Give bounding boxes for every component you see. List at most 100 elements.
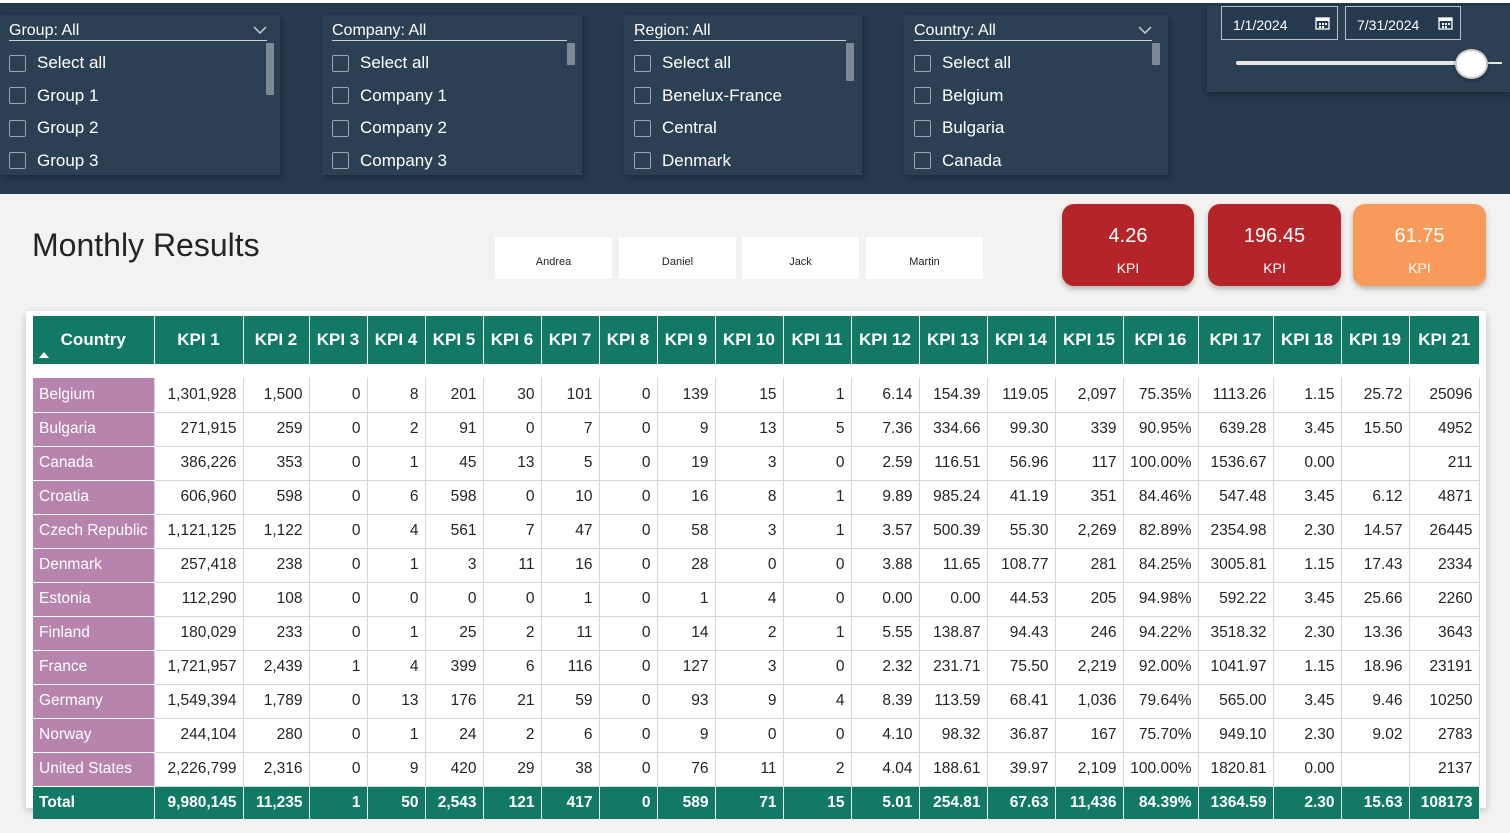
column-header-kpi[interactable]: KPI 1 <box>154 316 244 364</box>
total-row[interactable]: Total 9,980,145 11,235 1 50 2,543 121 417 0 589 71… <box>33 786 1480 819</box>
slicer-option[interactable]: Benelux-France <box>634 80 782 113</box>
checkbox[interactable] <box>634 152 651 170</box>
slicer-option[interactable]: Denmark <box>634 145 782 178</box>
checkbox[interactable] <box>332 87 349 105</box>
person-button-martin[interactable]: Martin <box>866 237 983 279</box>
checkbox[interactable] <box>914 54 931 72</box>
table-row[interactable]: Finland 180,029 233 0 1 25 2 11 0 14 2 1 5.55 138.87 9… <box>33 616 1480 651</box>
table-row[interactable]: Estonia 112,290 108 0 0 0 0 1 0 1 4 0 0.00 0.00 44.53 2… <box>33 582 1480 617</box>
checkbox[interactable] <box>634 54 651 72</box>
chevron-down-icon[interactable] <box>1138 25 1152 35</box>
slicer-option[interactable]: Central <box>634 112 782 145</box>
slicer-option[interactable]: Group 3 <box>9 145 106 178</box>
kpi-cell: 121 <box>483 786 542 819</box>
person-button-jack[interactable]: Jack <box>742 237 859 279</box>
column-header-kpi[interactable]: KPI 5 <box>425 316 484 364</box>
calendar-icon[interactable] <box>1438 16 1453 30</box>
column-header-kpi[interactable]: KPI 9 <box>657 316 716 364</box>
checkbox[interactable] <box>9 87 26 105</box>
slicer-header[interactable]: Company: All <box>332 19 567 41</box>
slicer-option[interactable]: Belgium <box>914 80 1011 113</box>
kpi-cell: 1.15 <box>1273 650 1342 685</box>
column-header-kpi[interactable]: KPI 6 <box>483 316 542 364</box>
table-row[interactable]: Czech Republic 1,121,125 1,122 0 4 561 7 47 0 58 3… <box>33 514 1480 549</box>
slicer-option[interactable]: Company 3 <box>332 145 447 178</box>
slicer-header[interactable]: Group: All <box>9 19 267 41</box>
chevron-down-icon[interactable] <box>253 25 267 35</box>
column-header-kpi[interactable]: KPI 17 <box>1198 316 1274 364</box>
table-row[interactable]: Canada 386,226 353 0 1 45 13 5 0 19 3 0 2.59 116.51 56… <box>33 446 1480 481</box>
checkbox[interactable] <box>914 119 931 137</box>
checkbox[interactable] <box>914 152 931 170</box>
table-row[interactable]: Denmark 257,418 238 0 1 3 11 16 0 28 0 0 3.88 11.65 10… <box>33 548 1480 583</box>
column-header-kpi[interactable]: KPI 13 <box>919 316 988 364</box>
column-header-kpi[interactable]: KPI 16 <box>1123 316 1199 364</box>
spacer-cell <box>851 364 919 378</box>
scrollbar[interactable] <box>846 43 854 81</box>
column-header-kpi[interactable]: KPI 18 <box>1273 316 1342 364</box>
column-header-kpi[interactable]: KPI 2 <box>243 316 310 364</box>
slicer-option[interactable]: Select all <box>914 47 1011 80</box>
kpi-cell <box>1341 446 1410 481</box>
column-header-kpi[interactable]: KPI 14 <box>987 316 1056 364</box>
column-header-kpi[interactable]: KPI 10 <box>715 316 784 364</box>
calendar-icon[interactable] <box>1315 16 1330 30</box>
kpi-cell: 2.30 <box>1273 786 1342 819</box>
checkbox[interactable] <box>332 152 349 170</box>
column-header-kpi[interactable]: KPI 11 <box>783 316 852 364</box>
kpi-cell: 1 <box>783 480 852 515</box>
table-row[interactable]: Norway 244,104 280 0 1 24 2 6 0 9 0 0 4.10 98.32 36.87… <box>33 718 1480 753</box>
kpi-cell: 246 <box>1055 616 1124 651</box>
kpi-cell: 15.63 <box>1341 786 1410 819</box>
start-date-input[interactable]: 1/1/2024 <box>1221 6 1338 40</box>
country-cell: France <box>33 650 155 685</box>
date-slider-track[interactable] <box>1236 61 1472 65</box>
column-header-kpi[interactable]: KPI 3 <box>309 316 368 364</box>
column-header-kpi[interactable]: KPI 15 <box>1055 316 1124 364</box>
table-row[interactable]: France 1,721,957 2,439 1 4 399 6 116 0 127 3 0 2.32 2… <box>33 650 1480 685</box>
column-header-kpi[interactable]: KPI 21 <box>1409 316 1479 364</box>
kpi-cell: 84.39% <box>1123 786 1199 819</box>
slicer-option[interactable]: Company 1 <box>332 80 447 113</box>
kpi-cell: 589 <box>657 786 716 819</box>
checkbox[interactable] <box>634 87 651 105</box>
kpi-cell: 0 <box>309 378 368 413</box>
table-row[interactable]: Germany 1,549,394 1,789 0 13 176 21 59 0 93 9 4 8.39… <box>33 684 1480 719</box>
slicer-option[interactable]: Group 1 <box>9 80 106 113</box>
column-header-kpi[interactable]: KPI 12 <box>851 316 920 364</box>
sort-ascending-icon[interactable] <box>39 352 49 358</box>
end-date-input[interactable]: 7/31/2024 <box>1345 6 1461 40</box>
person-button-andrea[interactable]: Andrea <box>495 237 612 279</box>
column-header-kpi[interactable]: KPI 19 <box>1341 316 1410 364</box>
person-button-daniel[interactable]: Daniel <box>619 237 736 279</box>
slicer-option[interactable]: Bulgaria <box>914 112 1011 145</box>
date-slider-handle[interactable] <box>1455 49 1488 79</box>
slicer-option[interactable]: Company 2 <box>332 112 447 145</box>
column-header-country[interactable]: Country <box>33 316 155 364</box>
scrollbar[interactable] <box>567 43 575 65</box>
checkbox[interactable] <box>9 54 26 72</box>
slicer-option[interactable]: Select all <box>332 47 447 80</box>
table-row[interactable]: Belgium 1,301,928 1,500 0 8 201 30 101 0 139 15 1 6.… <box>33 378 1480 413</box>
scrollbar[interactable] <box>1152 43 1160 65</box>
kpi-cell: 0 <box>425 582 484 617</box>
slicer-option[interactable]: Select all <box>9 47 106 80</box>
slicer-option[interactable]: Select all <box>634 47 782 80</box>
checkbox[interactable] <box>914 87 931 105</box>
slicer-option[interactable]: Group 2 <box>9 112 106 145</box>
checkbox[interactable] <box>9 119 26 137</box>
slicer-header[interactable]: Country: All <box>914 19 1152 41</box>
checkbox[interactable] <box>332 119 349 137</box>
checkbox[interactable] <box>634 119 651 137</box>
slicer-option[interactable]: Canada <box>914 145 1011 178</box>
slicer-header[interactable]: Region: All <box>634 19 846 41</box>
column-header-kpi[interactable]: KPI 4 <box>367 316 426 364</box>
table-row[interactable]: United States 2,226,799 2,316 0 9 420 29 38 0 76 1… <box>33 752 1480 787</box>
column-header-kpi[interactable]: KPI 7 <box>541 316 600 364</box>
table-row[interactable]: Bulgaria 271,915 259 0 2 91 0 7 0 9 13 5 7.36 334.66 9… <box>33 412 1480 447</box>
scrollbar[interactable] <box>266 43 274 95</box>
checkbox[interactable] <box>332 54 349 72</box>
table-row[interactable]: Croatia 606,960 598 0 6 598 0 10 0 16 8 1 9.89 985.24… <box>33 480 1480 515</box>
column-header-kpi[interactable]: KPI 8 <box>599 316 658 364</box>
checkbox[interactable] <box>9 152 26 170</box>
